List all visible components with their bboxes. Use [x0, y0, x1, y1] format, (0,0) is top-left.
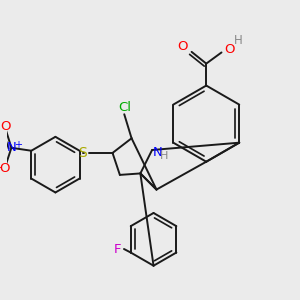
Text: O: O: [178, 40, 188, 53]
Text: -: -: [0, 162, 2, 172]
Text: H: H: [160, 152, 168, 161]
Text: H: H: [234, 34, 243, 47]
Text: O: O: [0, 162, 10, 175]
Text: O: O: [0, 120, 11, 133]
Text: N: N: [7, 141, 16, 154]
Text: S: S: [78, 146, 87, 160]
Text: N: N: [152, 146, 162, 159]
Text: F: F: [114, 242, 121, 256]
Text: O: O: [224, 43, 235, 56]
Text: +: +: [14, 140, 22, 151]
Text: Cl: Cl: [118, 101, 131, 114]
